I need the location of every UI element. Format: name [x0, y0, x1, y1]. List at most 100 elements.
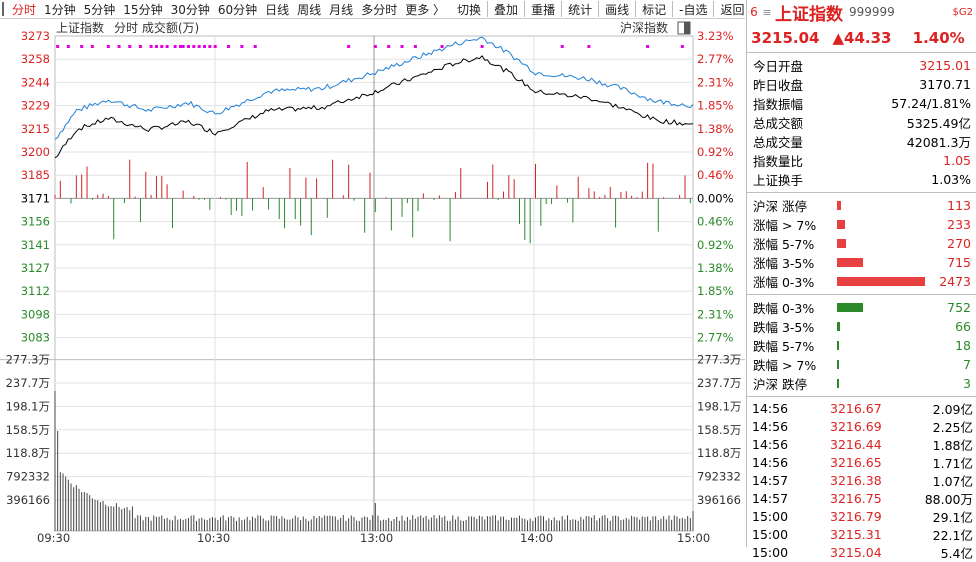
breadth-row: 涨幅 3-5% 715: [747, 253, 976, 272]
breadth-label: 跌幅 > 7%: [753, 358, 817, 373]
toolbar-action-7[interactable]: 返回: [720, 2, 745, 17]
time-tick-label: 15:00: [677, 531, 710, 545]
toolbar-divider: [672, 1, 674, 17]
tick-row: 14:56 3216.69 2.25亿: [747, 417, 976, 435]
toolbar-action-4[interactable]: 画线: [605, 2, 630, 17]
market-code: 6: [750, 5, 758, 19]
toolbar-divider: [598, 1, 600, 17]
price-tick-label: 3127: [21, 261, 50, 275]
signal-mark: [400, 45, 404, 48]
signal-mark: [646, 45, 650, 48]
signal-mark: [165, 45, 169, 48]
breadth-bar: [837, 360, 839, 369]
pct-tick-label: 0.92%: [697, 238, 734, 252]
breadth-label: 涨幅 3-5%: [753, 256, 815, 271]
period-tab-7[interactable]: 周线: [297, 2, 322, 17]
period-tabs: 分时 1分钟 5分钟 15分钟 30分钟 60分钟 日线 周线 月线 多分时 更多 〉: [8, 1, 449, 18]
volume-tick-label: 396166: [6, 493, 50, 507]
breadth-label: 涨幅 5-7%: [753, 237, 815, 252]
price-tick-label: 3083: [21, 331, 50, 345]
breadth-bar: [837, 239, 846, 248]
stat-label: 指数振幅: [753, 97, 804, 112]
stat-row: 总成交量 42081.3万: [747, 132, 976, 151]
volume-tick-label: 198.1万: [6, 399, 50, 413]
market-breadth-up: 沪深 涨停 113 涨幅 > 7% 233 涨幅 5-7% 270 涨幅 3-5% 715 涨幅…: [747, 193, 976, 295]
volume-tick-label-right: 277.3万: [697, 353, 741, 367]
toolbar-action-0[interactable]: 切换: [457, 2, 482, 17]
pct-tick-label: 1.85%: [697, 99, 734, 113]
tick-time: 15:00: [752, 508, 789, 524]
price-tick-label: 3229: [21, 99, 50, 113]
tick-price: 3215.31: [830, 526, 882, 542]
breadth-label: 跌幅 3-5%: [753, 320, 815, 335]
toolbar-action-3[interactable]: 统计: [568, 2, 593, 17]
panel-toggle-icon[interactable]: [2, 2, 4, 16]
signal-mark: [587, 45, 591, 48]
chart-compare-label[interactable]: 沪深指数: [620, 20, 668, 35]
quote-panel: 6 ≡ 上证指数 999999 $G2 3215.04 ▲44.33 1.40%…: [746, 0, 976, 561]
tick-price: 3216.79: [830, 508, 882, 524]
price-tick-label: 3273: [21, 29, 50, 43]
signal-mark: [208, 45, 212, 48]
period-tab-2[interactable]: 5分钟: [83, 2, 116, 17]
signal-mark: [440, 45, 444, 48]
toolbar-action-6[interactable]: -自选: [679, 2, 708, 17]
tick-amount: 22.1亿: [932, 527, 973, 543]
period-tab-0[interactable]: 分时: [12, 2, 37, 17]
price-change-pct: 1.40%: [912, 29, 965, 47]
period-tab-9[interactable]: 多分时: [361, 2, 398, 17]
breadth-label: 涨幅 > 7%: [753, 218, 817, 233]
tick-list[interactable]: 14:56 3216.67 2.09亿 14:56 3216.69 2.25亿 14:56 3…: [747, 397, 976, 561]
index-name: 上证指数: [775, 4, 843, 25]
stat-value: 1.03%: [931, 172, 971, 187]
signal-mark: [90, 45, 94, 48]
breadth-row: 涨幅 > 7% 233: [747, 215, 976, 234]
signal-mark: [192, 45, 196, 48]
tick-row: 14:56 3216.44 1.88亿: [747, 435, 976, 453]
breadth-value: 66: [955, 319, 971, 334]
chart-volume-caption: 分时 成交额(万): [114, 20, 199, 35]
period-tab-8[interactable]: 月线: [329, 2, 354, 17]
period-tab-5[interactable]: 60分钟: [217, 2, 258, 17]
tick-row: 14:57 3216.38 1.07亿: [747, 471, 976, 489]
signal-mark: [347, 45, 351, 48]
toolbar-action-5[interactable]: 标记: [642, 2, 667, 17]
stat-value: 57.24/1.81%: [891, 96, 971, 111]
period-tab-6[interactable]: 日线: [265, 2, 290, 17]
period-tab-3[interactable]: 15分钟: [123, 2, 163, 17]
tick-amount: 2.09亿: [932, 401, 973, 417]
quote-tag: $G2: [952, 6, 973, 18]
toolbar-action-1[interactable]: 叠加: [494, 2, 519, 17]
stat-label: 总成交量: [753, 135, 804, 150]
volume-tick-label-right: 792332: [697, 470, 741, 484]
signal-mark: [197, 45, 201, 48]
signal-mark: [240, 45, 244, 48]
signal-mark: [560, 45, 564, 48]
period-tab-4[interactable]: 30分钟: [170, 2, 210, 17]
signal-mark: [480, 45, 484, 48]
period-tab-1[interactable]: 1分钟: [44, 2, 76, 17]
toolbar-action-2[interactable]: 重播: [531, 2, 556, 17]
stat-label: 指数量比: [753, 154, 804, 169]
price-tick-label: 3244: [21, 75, 50, 89]
stat-label: 昨日收盘: [753, 78, 804, 93]
signal-mark: [80, 45, 84, 48]
breadth-row: 跌幅 5-7% 18: [747, 336, 976, 355]
price-tick-label: 3185: [21, 168, 50, 182]
breadth-value: 18: [955, 338, 971, 353]
signal-mark: [173, 45, 177, 48]
signal-mark: [66, 45, 70, 48]
tick-row: 14:56 3216.65 1.71亿: [747, 453, 976, 471]
intraday-chart[interactable]: 3273 3.23% 3258 2.77% 3244 2.31% 3229 1.85% 3215…: [0, 19, 745, 547]
period-tab-10[interactable]: 更多 〉: [405, 2, 446, 17]
signal-mark: [149, 45, 153, 48]
menu-icon[interactable]: ≡: [762, 5, 772, 19]
tick-amount: 2.25亿: [932, 419, 973, 435]
stat-row: 指数量比 1.05: [747, 151, 976, 170]
tick-price: 3216.44: [830, 436, 882, 452]
time-tick-label: 13:00: [360, 531, 393, 545]
stat-row: 今日开盘 3215.01: [747, 56, 976, 75]
time-tick-label: 10:30: [197, 531, 230, 545]
stat-label: 上证换手: [753, 173, 804, 188]
signal-mark: [253, 45, 257, 48]
